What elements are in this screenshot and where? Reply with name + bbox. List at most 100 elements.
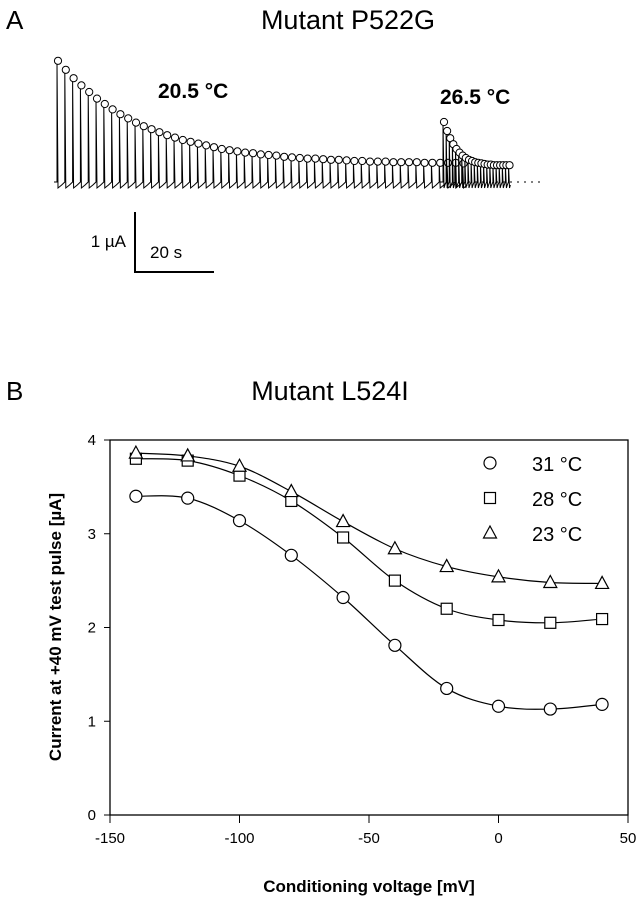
data-point-circle [543,702,557,716]
data-point-square [492,613,505,627]
data-point-triangle [231,457,248,472]
peak-marker [350,156,359,166]
peak-marker [225,146,234,155]
data-point-circle [129,489,143,503]
peak-marker [505,161,514,170]
y-tick-label: 0 [88,807,96,824]
legend: 31 °C 28 °C 23 °C [482,454,582,546]
peak-marker [217,144,226,154]
x-tick-label: -150 [95,830,125,847]
peak-marker [287,153,297,162]
peak-marker [85,87,94,97]
data-point-circle [440,681,454,696]
peak-marker [77,81,86,90]
data-point-square [337,531,350,544]
peak-marker [358,156,367,166]
data-point-triangle [180,447,196,462]
data-point-triangle [387,540,403,555]
peak-marker [170,133,180,142]
peak-marker [92,94,102,103]
peak-marker [202,141,211,150]
legend-marker-circle [483,456,497,470]
peak-marker [100,99,109,109]
y-tick-label: 3 [88,526,96,543]
data-point-circle [232,514,247,528]
data-point-square [388,574,401,587]
current-trace [54,60,468,190]
series-label-26-5: 26.5 °C [440,86,510,109]
panel-a-title: Mutant P522G [261,5,435,35]
peak-marker [256,150,265,159]
series-label-20-5: 20.5 °C [158,80,228,103]
peak-marker [412,158,421,167]
peak-marker [233,147,242,156]
data-point-square [440,602,453,615]
legend-marker-square [483,491,497,505]
scale-bar-time-label: 20 s [150,243,182,262]
peak-marker [389,158,398,167]
peak-marker [163,131,172,140]
peak-marker [342,156,351,165]
data-point-circle [284,548,298,562]
peak-marker [272,151,281,160]
peak-marker [428,158,437,167]
peak-marker [108,105,117,114]
current-trace [440,121,511,189]
legend-marker-triangle [482,524,498,539]
data-point-triangle [128,444,144,459]
peak-marker [69,74,78,83]
data-point-triangle [439,558,455,573]
panel-b-title: Mutant L524I [251,376,409,406]
x-tick-label: 0 [494,830,502,847]
data-point-circle [181,491,195,505]
peak-marker [404,158,414,167]
panel-a-label: A [6,5,24,35]
peak-marker [248,149,258,158]
data-point-circle [491,699,506,713]
legend-label: 23 °C [532,524,582,546]
peak-marker [326,155,336,164]
peak-marker [381,157,390,166]
peak-marker [443,126,452,136]
y-tick-label: 2 [88,620,96,637]
peak-marker [147,125,156,134]
data-point-square [544,616,557,629]
fit-curve-square [135,458,603,624]
peak-marker [334,155,343,164]
legend-label: 31 °C [532,454,582,476]
data-point-square [595,612,609,626]
x-tick-label: 50 [620,830,637,847]
peak-marker [439,117,449,127]
data-point-triangle [283,483,299,498]
x-tick-label: -100 [224,830,254,847]
peak-marker [241,148,250,157]
data-point-triangle [594,575,610,590]
peak-marker [186,137,195,146]
peak-marker [155,128,164,137]
peak-marker [61,65,70,74]
fit-curve-triangle [135,452,603,585]
peak-marker [420,158,429,167]
peak-marker [178,135,187,145]
peak-marker [209,143,219,152]
peak-marker [295,153,304,163]
peak-marker [264,150,273,160]
data-point-triangle [335,513,351,528]
peak-marker [139,122,148,131]
data-point-circle [388,638,402,652]
peak-marker [53,56,63,65]
peak-marker [397,158,406,167]
y-tick-label: 1 [88,713,96,730]
data-point-triangle [490,568,507,583]
peak-marker [365,157,375,166]
peak-marker [194,139,203,148]
peak-marker [131,118,141,127]
peak-marker [116,110,125,119]
data-point-triangle [542,574,558,589]
data-point-circle [336,590,350,605]
peak-marker [319,155,328,164]
y-tick-label: 4 [88,432,96,449]
scale-bar-current-label: 1 µA [91,232,127,251]
peak-marker [280,152,289,161]
